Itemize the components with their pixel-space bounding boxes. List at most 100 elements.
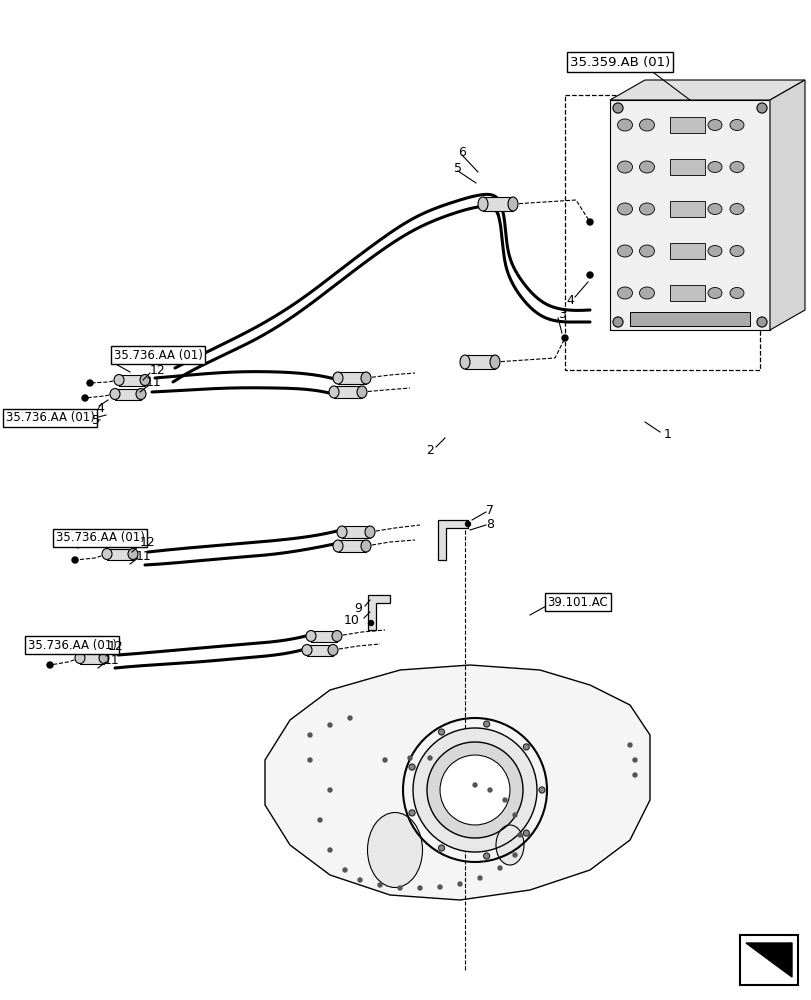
Circle shape <box>473 783 476 787</box>
Circle shape <box>358 878 362 882</box>
Bar <box>333 386 362 398</box>
Ellipse shape <box>707 161 721 173</box>
Circle shape <box>378 883 381 887</box>
Polygon shape <box>367 595 389 630</box>
Ellipse shape <box>639 245 654 257</box>
Text: 12: 12 <box>108 640 123 652</box>
Circle shape <box>328 848 332 852</box>
Ellipse shape <box>496 825 523 865</box>
Circle shape <box>427 756 431 760</box>
Ellipse shape <box>729 161 743 173</box>
Bar <box>483 197 513 211</box>
Text: 11: 11 <box>146 376 161 389</box>
Circle shape <box>82 395 88 401</box>
Circle shape <box>517 833 521 837</box>
Circle shape <box>483 721 489 727</box>
Ellipse shape <box>508 197 517 211</box>
Ellipse shape <box>128 548 138 560</box>
Ellipse shape <box>489 355 500 369</box>
Circle shape <box>457 882 461 886</box>
Ellipse shape <box>135 388 146 399</box>
Circle shape <box>307 733 311 737</box>
Ellipse shape <box>361 372 371 384</box>
Circle shape <box>633 773 636 777</box>
Text: 7: 7 <box>486 504 493 516</box>
Ellipse shape <box>75 652 85 664</box>
Ellipse shape <box>639 287 654 299</box>
Circle shape <box>47 662 53 668</box>
Text: 35.359.AB (01): 35.359.AB (01) <box>569 56 669 69</box>
Circle shape <box>612 103 622 113</box>
Circle shape <box>328 788 332 792</box>
Text: 5: 5 <box>92 414 100 426</box>
Text: 11: 11 <box>104 654 119 666</box>
Ellipse shape <box>328 386 338 398</box>
Circle shape <box>522 744 529 750</box>
Bar <box>669 201 704 217</box>
Text: 12: 12 <box>150 363 165 376</box>
Circle shape <box>328 723 332 727</box>
Ellipse shape <box>729 204 743 215</box>
Text: 39.101.AC: 39.101.AC <box>547 595 607 608</box>
Text: 35.736.AA (01): 35.736.AA (01) <box>28 639 116 652</box>
Circle shape <box>427 742 522 838</box>
Ellipse shape <box>302 645 311 656</box>
Polygon shape <box>609 100 769 330</box>
Ellipse shape <box>707 245 721 256</box>
Ellipse shape <box>333 540 342 552</box>
Circle shape <box>586 272 592 278</box>
Text: 35.736.AA (01): 35.736.AA (01) <box>55 532 144 544</box>
Bar <box>307 645 333 656</box>
Polygon shape <box>745 943 791 960</box>
Bar <box>311 631 337 642</box>
Bar <box>669 117 704 133</box>
Circle shape <box>348 716 351 720</box>
Circle shape <box>513 813 517 817</box>
Bar <box>629 312 749 326</box>
Circle shape <box>633 758 636 762</box>
Circle shape <box>497 866 501 870</box>
Ellipse shape <box>99 652 109 664</box>
Ellipse shape <box>707 288 721 298</box>
Text: 10: 10 <box>344 613 359 626</box>
Circle shape <box>586 219 592 225</box>
Bar <box>119 375 145 386</box>
Ellipse shape <box>328 645 337 656</box>
Circle shape <box>513 853 517 857</box>
Circle shape <box>368 620 373 626</box>
Circle shape <box>561 335 568 341</box>
Text: 3: 3 <box>557 308 565 322</box>
Circle shape <box>383 758 387 762</box>
Bar <box>80 653 104 664</box>
Ellipse shape <box>460 355 470 369</box>
Ellipse shape <box>616 119 632 131</box>
Bar <box>669 159 704 175</box>
Polygon shape <box>437 520 467 560</box>
Ellipse shape <box>639 161 654 173</box>
Text: 1: 1 <box>663 428 672 442</box>
Ellipse shape <box>639 203 654 215</box>
Circle shape <box>487 788 491 792</box>
Circle shape <box>342 868 346 872</box>
Circle shape <box>307 758 311 762</box>
Text: 4: 4 <box>565 294 573 306</box>
Bar <box>669 243 704 259</box>
Ellipse shape <box>478 197 487 211</box>
Text: 6: 6 <box>457 146 466 159</box>
Ellipse shape <box>332 631 341 642</box>
Circle shape <box>72 557 78 563</box>
Bar <box>465 355 495 369</box>
Circle shape <box>418 886 422 890</box>
Circle shape <box>409 764 414 770</box>
Circle shape <box>413 728 536 852</box>
Ellipse shape <box>333 372 342 384</box>
Ellipse shape <box>102 548 112 560</box>
Bar <box>564 95 759 370</box>
Polygon shape <box>609 80 804 100</box>
Ellipse shape <box>639 119 654 131</box>
Ellipse shape <box>361 540 371 552</box>
Circle shape <box>756 317 766 327</box>
Bar <box>107 549 133 560</box>
Ellipse shape <box>707 119 721 131</box>
Ellipse shape <box>357 386 367 398</box>
